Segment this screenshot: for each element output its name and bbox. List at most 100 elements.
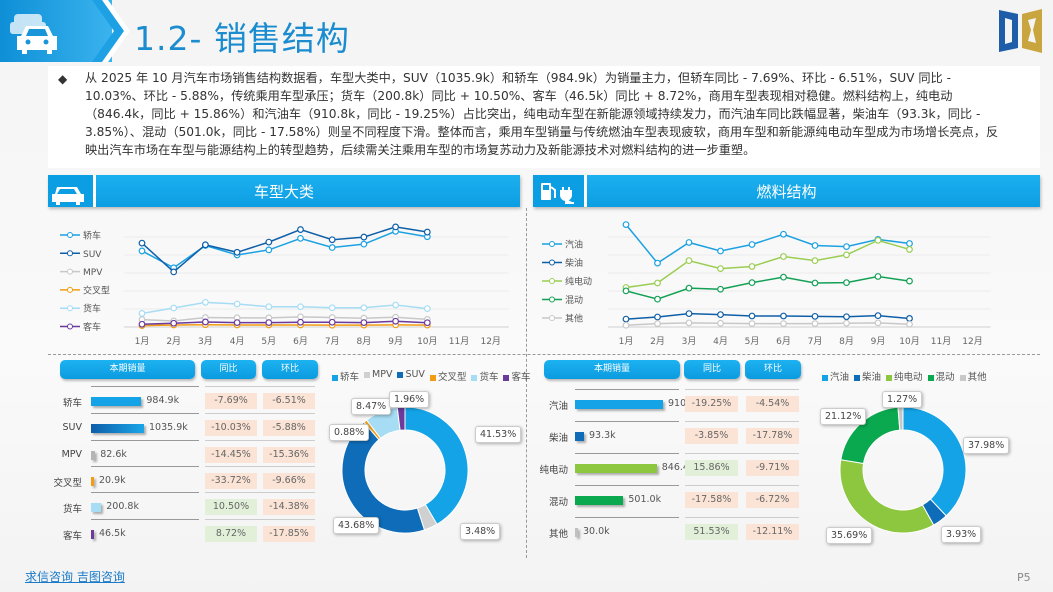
mom-cell: -9.71%	[746, 460, 799, 476]
yoy-cell: -33.72%	[205, 473, 257, 489]
data-point	[717, 265, 724, 273]
x-tick-label: 3月	[198, 336, 213, 347]
data-label: 35.69%	[826, 527, 873, 544]
data-point	[717, 285, 724, 293]
volume-bar	[575, 496, 624, 505]
fuel-donut-legend: 汽油 柴油 纯电动 混动 其他	[822, 369, 987, 383]
legend-item: 其他	[959, 369, 987, 383]
data-point	[622, 321, 630, 329]
x-tick-label: 9月	[871, 336, 886, 347]
data-point	[360, 233, 368, 241]
data-point	[843, 313, 850, 321]
row-label: MPV	[61, 449, 82, 460]
legend-label: 客车	[511, 372, 531, 383]
yoy-cell: -17.58%	[685, 492, 738, 508]
mom-cell: -14.38%	[263, 499, 315, 515]
data-point	[811, 279, 819, 287]
row-divider	[91, 386, 199, 387]
x-tick-label: 5月	[261, 336, 276, 347]
legend-label: 货车	[479, 372, 499, 383]
donut-slice-轿车	[404, 406, 469, 525]
data-point	[748, 279, 756, 287]
vehicle-donut-chart	[341, 406, 469, 534]
legend-marker	[549, 278, 555, 284]
data-point	[906, 277, 913, 285]
legend-item: 纯电动	[886, 369, 923, 383]
row-divider	[205, 413, 315, 414]
legend-item: SUV	[397, 369, 425, 383]
data-point	[906, 240, 913, 247]
legend-label: 轿车	[340, 372, 360, 383]
data-point	[685, 319, 693, 327]
data-point	[748, 320, 756, 328]
legend-marker	[549, 296, 555, 303]
row-label: 柴油	[548, 433, 568, 444]
data-point	[780, 230, 787, 238]
data-point	[265, 238, 273, 246]
data-point	[811, 242, 819, 249]
data-point	[748, 241, 756, 248]
row-label: 其他	[548, 529, 568, 540]
legend-swatch	[822, 374, 828, 381]
data-point	[265, 246, 273, 254]
yoy-cell: 10.50%	[205, 499, 257, 515]
legend-label: MPV	[372, 369, 393, 380]
section-title: 燃料结构	[756, 183, 817, 201]
data-point	[392, 317, 400, 325]
data-point	[780, 273, 787, 281]
legend-label: SUV	[405, 369, 425, 380]
x-tick-label: 9月	[388, 336, 403, 347]
data-label: 43.68%	[333, 517, 380, 534]
data-point	[874, 236, 882, 244]
volume-bar	[91, 424, 144, 433]
x-tick-label: 6月	[293, 336, 308, 347]
legend-label: MPV	[83, 268, 103, 278]
data-point	[654, 279, 661, 287]
legend-marker	[67, 305, 73, 312]
header-yoy: 同比	[201, 360, 256, 379]
legend-label: 纯电动	[894, 372, 923, 383]
legend-swatch	[503, 374, 510, 381]
x-tick-label: 4月	[230, 336, 245, 347]
data-point	[392, 301, 400, 309]
legend-marker	[549, 315, 555, 321]
row-divider	[575, 453, 679, 454]
legend-swatch	[854, 374, 861, 381]
mom-cell: -15.36%	[263, 447, 315, 463]
yoy-cell: -19.25%	[685, 396, 738, 412]
header-mom: 环比	[262, 360, 318, 379]
volume-value: 910.8k	[668, 398, 701, 409]
data-point	[654, 295, 661, 303]
vehicle-line-chart: 1月 2月 3月 4月 5月 6月 7月 8月 9月 10月 11月 12月 轿车 SUV MPV 交叉型货车…	[60, 223, 509, 347]
data-point	[843, 251, 850, 259]
series-line-SUV	[141, 226, 428, 273]
row-divider	[205, 492, 315, 493]
legend-item: 柴油	[854, 369, 881, 383]
row-label: 混动	[548, 497, 568, 508]
series-line-纯电动	[625, 239, 910, 289]
legend-label: 混动	[935, 372, 955, 383]
data-point	[328, 244, 336, 251]
divider-horizontal	[48, 354, 1040, 355]
x-tick-label: 8月	[839, 336, 854, 347]
data-point	[622, 221, 630, 229]
legend-label: 纯电动	[565, 276, 592, 288]
x-tick-label: 5月	[745, 336, 760, 347]
series-line-客车	[141, 320, 428, 325]
data-point	[328, 318, 336, 326]
footer-link[interactable]: 求信咨询 吉图咨询	[25, 570, 125, 584]
data-point	[685, 284, 693, 292]
row-divider	[91, 466, 199, 467]
legend-item: MPV	[364, 369, 392, 383]
row-divider	[205, 466, 315, 467]
chevron-decoration	[92, 0, 130, 62]
data-point	[392, 223, 400, 231]
legend-label: 货车	[83, 303, 101, 315]
volume-value: 501.0k	[628, 494, 662, 505]
volume-value: 82.6k	[100, 449, 127, 460]
data-point	[622, 315, 630, 323]
row-label: 货车	[62, 504, 82, 515]
volume-value: 984.9k	[146, 395, 180, 406]
row-divider	[685, 389, 799, 390]
